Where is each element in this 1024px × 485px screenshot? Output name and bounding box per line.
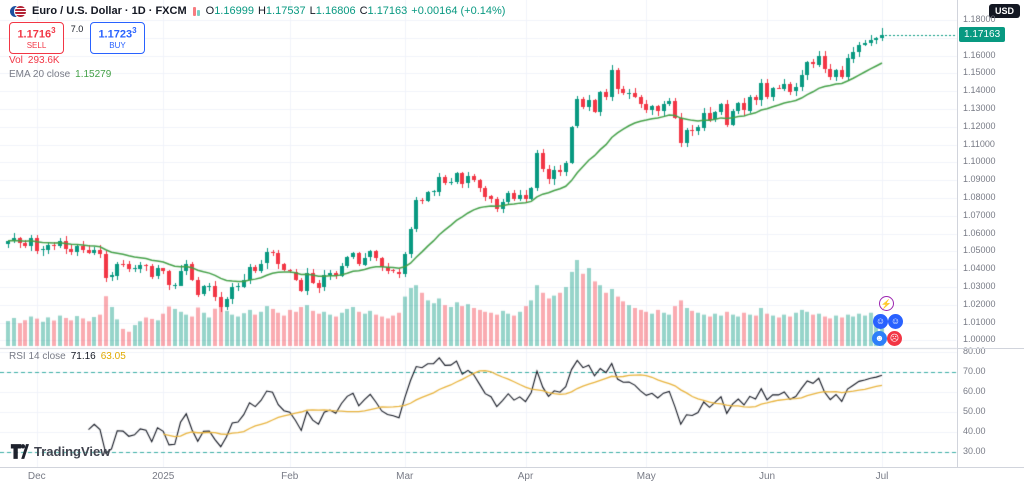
price-scale-label: 1.06000 — [963, 227, 996, 238]
time-scale-label: Mar — [396, 471, 414, 482]
price-scale-label: 1.02000 — [963, 298, 996, 309]
time-scale-label: Jun — [758, 471, 776, 482]
time-scale-label: Feb — [281, 471, 299, 482]
rsi-scale-label: 30.00 — [963, 446, 986, 456]
price-scale-label: 1.14000 — [963, 85, 996, 96]
price-scale-label: 1.08000 — [963, 192, 996, 202]
currency-toggle[interactable]: USD — [988, 4, 1020, 18]
close-value: 1.17163 — [367, 5, 408, 17]
market-status-icon — [192, 6, 200, 16]
rsi-scale-label: 80.00 — [963, 346, 986, 356]
volume-label: Vol — [9, 55, 23, 66]
low-label: L — [309, 5, 316, 17]
ohlc-values: O1.16999 H1.17537 L1.16806 C1.17163 +0.0… — [206, 5, 506, 17]
tradingview-logo-icon — [10, 444, 29, 459]
rsi-ma-value: 63.05 — [100, 351, 126, 362]
reaction-button-1[interactable]: ☺ — [873, 314, 888, 329]
buy-button[interactable]: 1.17233 BUY — [90, 22, 145, 54]
buy-button-label: BUY — [109, 40, 126, 50]
price-scale-label: 1.13000 — [963, 103, 996, 113]
symbol-legend[interactable]: Euro / U.S. Dollar · 1D · FXCM O1.16999 … — [9, 5, 506, 18]
price-scale-label: 1.18000 — [963, 14, 996, 24]
sell-button-label: SELL — [26, 40, 47, 50]
time-scale[interactable]: Dec 2025 Feb Mar Apr May Jun Jul — [0, 467, 1024, 485]
price-scale-label: 1.04000 — [963, 263, 996, 274]
rsi-legend: RSI 14 close 71.16 63.05 — [9, 351, 126, 362]
spread-value: 7.0 — [64, 22, 90, 34]
time-scale-label: Jul — [875, 471, 889, 482]
ema-value: 1.15279 — [75, 69, 112, 80]
price-scale-label: 1.00000 — [963, 334, 996, 345]
price-scale-label: 1.16000 — [963, 49, 996, 60]
open-value: 1.16999 — [214, 5, 254, 17]
price-scale-label: 1.03000 — [963, 281, 996, 291]
symbol-flag-icon — [9, 5, 27, 18]
high-value: 1.17537 — [265, 5, 306, 17]
price-scale-label: 1.09000 — [963, 174, 996, 185]
price-scale-label: 1.01000 — [963, 316, 996, 327]
price-scale-label: 1.07000 — [963, 209, 996, 220]
price-scale-label: 1.11000 — [963, 138, 995, 149]
rsi-scale-label: 50.00 — [963, 406, 986, 416]
sell-button[interactable]: 1.17163 SELL — [9, 22, 64, 54]
reaction-button-2[interactable]: ☺ — [888, 314, 903, 329]
ema-label: EMA 20 close — [9, 69, 71, 80]
time-scale-label: Dec — [27, 471, 46, 482]
time-scale-label: Apr — [517, 471, 534, 482]
rsi-value: 71.16 — [70, 351, 96, 362]
change-value: +0.00164 (+0.14%) — [411, 5, 506, 17]
volume-legend: Vol 293.6K — [9, 55, 60, 66]
tradingview-logo-text: TradingView — [34, 444, 111, 459]
price-scale-label: 1.15000 — [963, 67, 996, 78]
high-label: H — [257, 5, 266, 17]
boost-lightning-button[interactable]: ⚡ — [879, 296, 894, 311]
order-widget: 1.17163 SELL 7.0 1.17233 BUY — [9, 22, 145, 54]
pane-separator — [958, 348, 1024, 349]
volume-value: 293.6K — [27, 55, 60, 66]
time-scale-label: May — [636, 471, 656, 482]
reaction-button-3[interactable]: ☻ — [872, 331, 887, 346]
rsi-scale-label: 70.00 — [963, 366, 986, 376]
price-scale-label: 1.05000 — [963, 245, 996, 256]
ema-legend: EMA 20 close 1.15279 — [9, 69, 111, 80]
open-label: O — [205, 5, 215, 17]
rsi-scale-label: 60.00 — [963, 386, 986, 396]
reaction-button-4[interactable]: ☹ — [887, 331, 902, 346]
close-label: C — [359, 5, 368, 17]
price-scale-label: 1.12000 — [963, 120, 996, 131]
price-scale[interactable]: USD 1.180001.170001.160001.150001.140001… — [957, 0, 1024, 467]
time-scale-label: 2025 — [152, 471, 175, 482]
low-value: 1.16806 — [315, 5, 356, 17]
tradingview-logo[interactable]: TradingView — [10, 443, 110, 460]
rsi-scale-label: 40.00 — [963, 426, 986, 436]
symbol-title[interactable]: Euro / U.S. Dollar · 1D · FXCM — [32, 5, 187, 17]
price-scale-label: 1.10000 — [963, 156, 996, 167]
rsi-label: RSI 14 close — [9, 351, 66, 362]
current-price-badge: 1.17163 — [959, 26, 1006, 42]
